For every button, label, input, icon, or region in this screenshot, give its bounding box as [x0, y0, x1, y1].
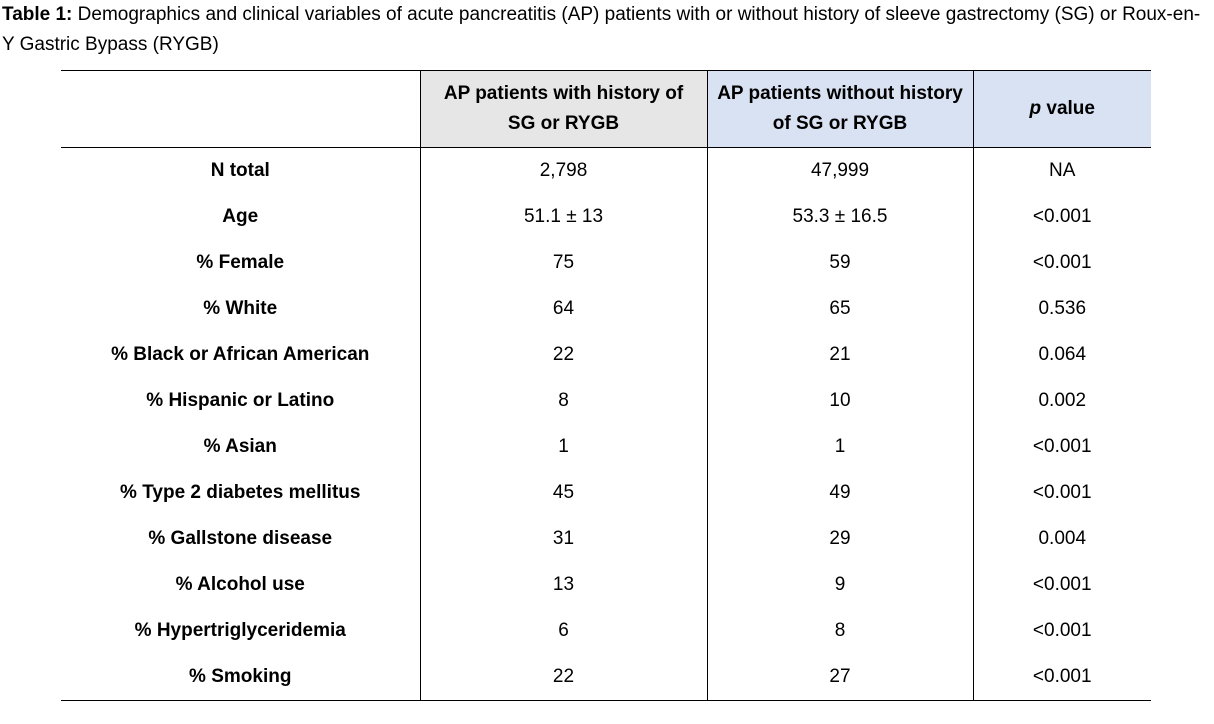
row-label: Age [222, 206, 259, 227]
header-with-history: AP patients with history of SG or RYGB [419, 70, 707, 148]
cell-with-history: 64 [419, 286, 707, 332]
row-label: N total [210, 160, 270, 181]
cell-without-history: 65 [706, 286, 973, 332]
table-row: Age 51.1 ± 13 53.3 ± 16.5 <0.001 [61, 194, 1151, 240]
cell-without-history: 59 [706, 240, 973, 286]
row-label: % Smoking [61, 654, 420, 701]
cell-with-history: 22 [419, 332, 707, 378]
table-row: % Smoking 22 27 <0.001 [61, 654, 1151, 701]
cell-p-value: 0.064 [972, 332, 1151, 378]
row-label: % Asian [203, 436, 277, 457]
cell-p-value: 0.002 [972, 378, 1151, 424]
cell-p-value: <0.001 [972, 424, 1151, 470]
cell-without-history: 10 [706, 378, 973, 424]
cell-with-history: 8 [419, 378, 707, 424]
cell-p-value: <0.001 [972, 562, 1151, 608]
cell-with-history: 31 [419, 516, 707, 562]
cell-with-history: 1 [419, 424, 707, 470]
p-letter: p [1029, 98, 1042, 119]
row-label: % Female [196, 252, 285, 273]
table-caption: Table 1: Demographics and clinical varia… [2, 0, 1210, 60]
cell-p-value: <0.001 [972, 470, 1151, 516]
cell-with-history: 13 [419, 562, 707, 608]
caption-text: Demographics and clinical variables of a… [2, 4, 1201, 55]
header-without-history: AP patients without history of SG or RYG… [706, 70, 973, 148]
demographics-table: AP patients with history of SG or RYGB A… [61, 70, 1151, 701]
cell-p-value: <0.001 [972, 240, 1151, 286]
table-row: % White 64 65 0.536 [61, 286, 1151, 332]
cell-p-value: 0.004 [972, 516, 1151, 562]
row-label: % Hispanic or Latino [146, 390, 335, 411]
header-row: AP patients with history of SG or RYGB A… [61, 70, 1151, 148]
cell-with-history: 45 [419, 470, 707, 516]
cell-with-history: 75 [419, 240, 707, 286]
cell-p-value: <0.001 [972, 654, 1151, 701]
header-p-value: p value [972, 70, 1151, 148]
p-value-text: value [1041, 98, 1095, 119]
table-row: % Asian 1 1 <0.001 [61, 424, 1151, 470]
table-row: % Alcohol use 13 9 <0.001 [61, 562, 1151, 608]
cell-p-value: <0.001 [972, 608, 1151, 654]
cell-without-history: 27 [706, 654, 973, 701]
cell-without-history: 49 [706, 470, 973, 516]
cell-without-history: 21 [706, 332, 973, 378]
row-label: % White [203, 298, 278, 319]
table-row: % Hypertriglyceridemia 6 8 <0.001 [61, 608, 1151, 654]
cell-p-value: NA [972, 147, 1151, 194]
cell-with-history: 2,798 [419, 147, 707, 194]
cell-without-history: 53.3 ± 16.5 [706, 194, 973, 240]
table-body: N total 2,798 47,999 NA Age 51.1 ± 13 53.3 ± 1… [61, 147, 1151, 701]
row-label: % Hypertriglyceridemia [134, 620, 346, 641]
cell-without-history: 29 [706, 516, 973, 562]
cell-with-history: 6 [419, 608, 707, 654]
caption-label: Table 1: [2, 4, 73, 25]
cell-without-history: 9 [706, 562, 973, 608]
header-blank-cell [61, 70, 420, 148]
row-label: % Gallstone disease [148, 528, 333, 549]
cell-without-history: 8 [706, 608, 973, 654]
table-row: % Gallstone disease 31 29 0.004 [61, 516, 1151, 562]
table-row: % Female 75 59 <0.001 [61, 240, 1151, 286]
table-row: % Black or African American 22 21 0.064 [61, 332, 1151, 378]
cell-without-history: 47,999 [706, 147, 973, 194]
cell-with-history: 22 [419, 654, 707, 701]
table-row: N total 2,798 47,999 NA [61, 147, 1151, 194]
cell-p-value: 0.536 [972, 286, 1151, 332]
cell-with-history: 51.1 ± 13 [419, 194, 707, 240]
cell-without-history: 1 [706, 424, 973, 470]
row-label: % Alcohol use [175, 574, 305, 595]
cell-p-value: <0.001 [972, 194, 1151, 240]
table-row: % Type 2 diabetes mellitus 45 49 <0.001 [61, 470, 1151, 516]
row-label: % Type 2 diabetes mellitus [120, 482, 361, 503]
table-row: % Hispanic or Latino 8 10 0.002 [61, 378, 1151, 424]
row-label: % Black or African American [111, 344, 370, 365]
